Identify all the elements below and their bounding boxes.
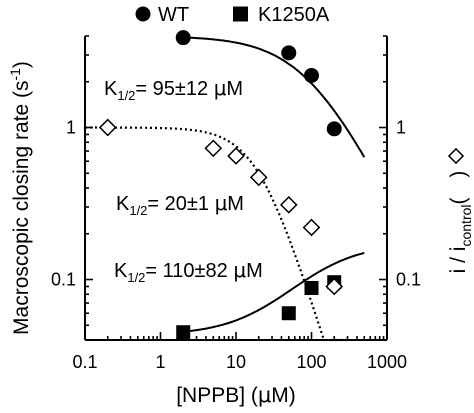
wt-point xyxy=(175,30,191,46)
diamond-point xyxy=(325,277,344,296)
x-axis-title: [NPPB] (μM) xyxy=(176,383,296,407)
data-markers xyxy=(98,30,344,340)
fit-curve-circle xyxy=(183,36,366,158)
wt-point xyxy=(304,67,319,83)
y-axis-title-left: Macroscopic closing rate (s-1) xyxy=(7,61,33,335)
k1250a-point xyxy=(304,280,319,295)
diamond-point xyxy=(204,139,223,158)
x-tick-label: 100 xyxy=(296,352,326,372)
diamond-point xyxy=(227,147,245,165)
x-tick-label: 0.1 xyxy=(72,352,97,372)
svg-text:i / icontrol( ): i / icontrol( ) xyxy=(447,171,474,274)
fit-curve-square xyxy=(183,251,365,333)
k1250a-point xyxy=(281,306,296,321)
y-right-tick-label: 1 xyxy=(396,118,406,138)
y-axis-title-right: i / icontrol( ) xyxy=(447,147,474,274)
legend-wt-marker xyxy=(135,6,151,22)
annotation-wt-khalf: K1/2= 95±12 μM xyxy=(104,76,243,103)
fit-curves xyxy=(85,36,366,342)
wt-point xyxy=(326,121,342,137)
diamond-point xyxy=(302,218,321,237)
wt-point xyxy=(281,45,297,61)
k1250a-point xyxy=(176,325,191,340)
annotation-k1250a-khalf: K1/2= 110±82 μM xyxy=(114,258,263,285)
right-title-diamond-marker xyxy=(447,147,465,165)
legend-k1250a-marker xyxy=(233,6,248,22)
x-tick-label: 10 xyxy=(226,352,246,372)
legend-k1250a-label: K1250A xyxy=(258,4,330,26)
x-tick-label: 1000 xyxy=(367,352,407,372)
legend-wt-label: WT xyxy=(158,4,189,26)
tick-labels: 0.1 1 10 100 1000 1 0.1 1 0.1 xyxy=(51,118,421,372)
y-left-tick-label: 1 xyxy=(66,118,76,138)
annotation-diamond-khalf: K1/2= 20±1 μM xyxy=(116,191,244,218)
diamond-point xyxy=(249,168,268,187)
y-left-tick-label: 0.1 xyxy=(51,270,76,290)
legend: WT K1250A xyxy=(135,4,330,26)
y-right-tick-label: 0.1 xyxy=(396,270,421,290)
diamond-point xyxy=(98,118,117,137)
x-tick-label: 1 xyxy=(155,352,165,372)
fit-curve-diamond xyxy=(85,126,348,342)
diamond-point xyxy=(279,195,298,214)
